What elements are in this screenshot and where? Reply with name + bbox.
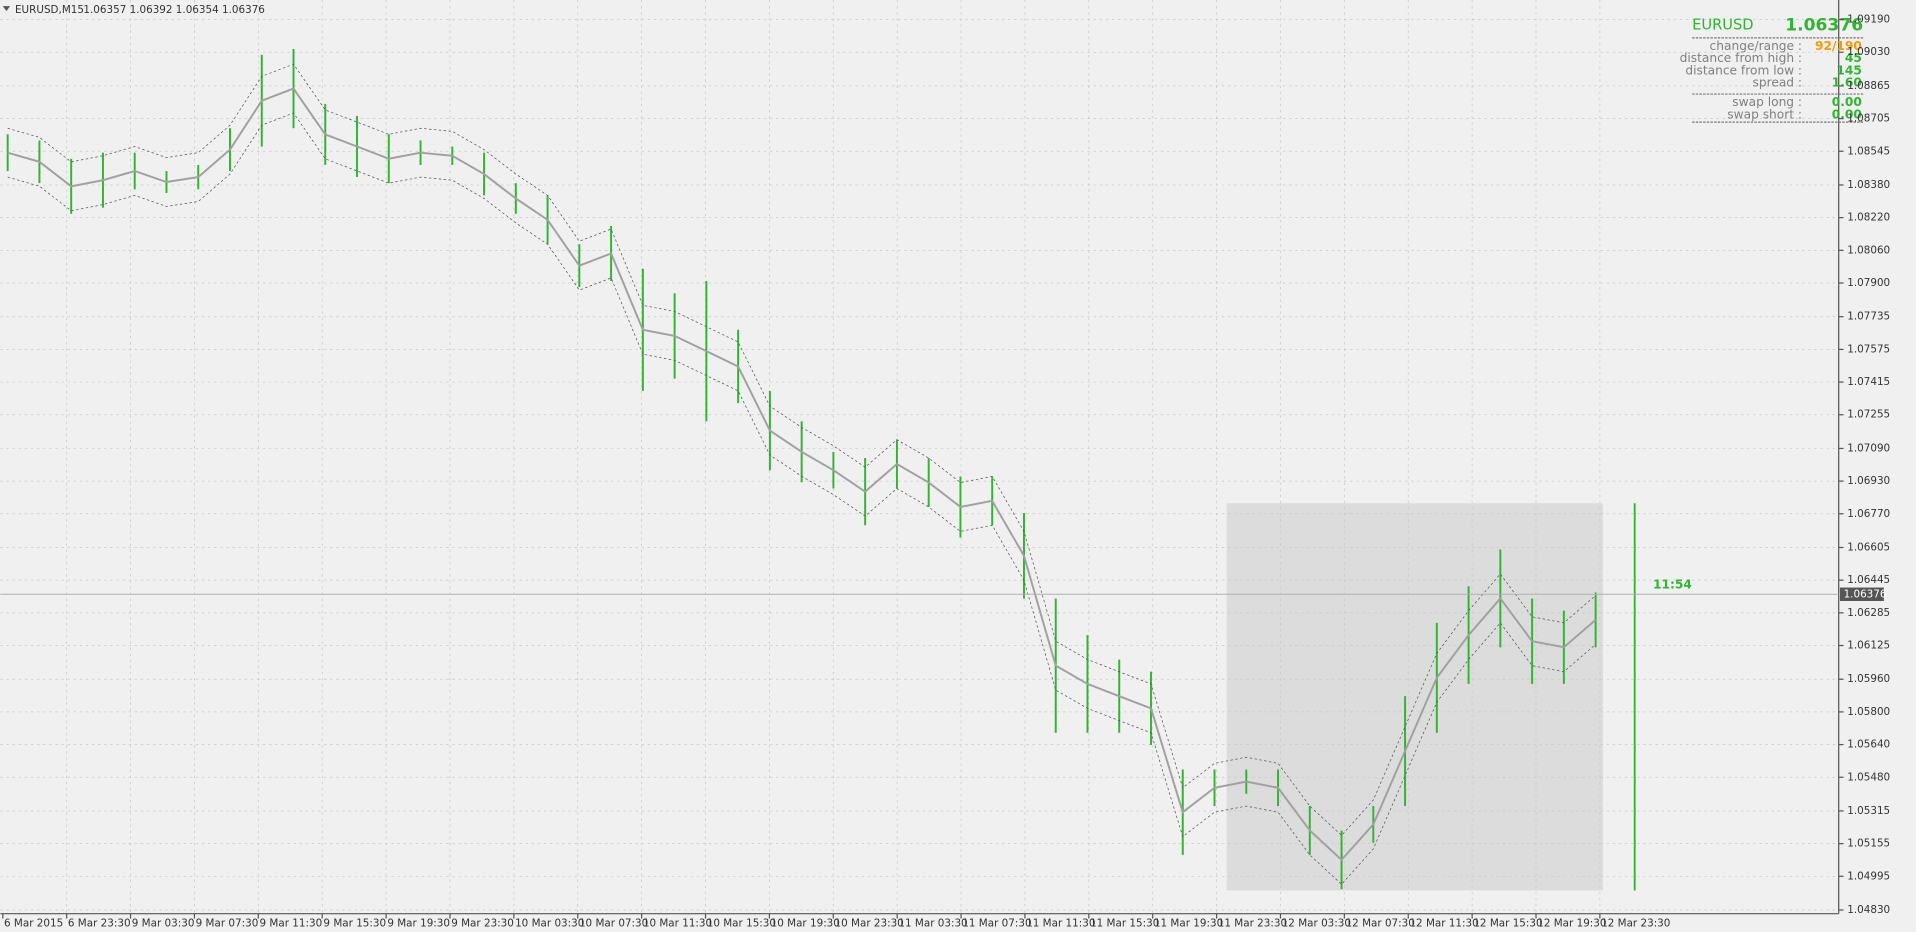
header-arrow bbox=[2, 6, 11, 11]
price-label: 1.06605 bbox=[1847, 541, 1890, 553]
time-label: 10 Mar 19:30 bbox=[771, 917, 840, 929]
price-label: 1.08865 bbox=[1847, 80, 1890, 92]
time-label: 12 Mar 03:30 bbox=[1282, 917, 1351, 929]
time-label: 6 Mar 2015 bbox=[4, 917, 63, 929]
time-label: 12 Mar 23:30 bbox=[1601, 917, 1670, 929]
envelope-lower bbox=[7, 112, 1596, 885]
price-label: 1.04830 bbox=[1847, 904, 1890, 916]
price-label: 1.06770 bbox=[1847, 508, 1890, 520]
time-label: 9 Mar 23:30 bbox=[451, 917, 514, 929]
panel-symbol: EURUSD bbox=[1692, 17, 1753, 34]
header-ohlc: 1.06357 1.06392 1.06354 1.06376 bbox=[83, 4, 265, 16]
header-symbol: EURUSD,M15 bbox=[15, 4, 84, 16]
time-label: 10 Mar 23:30 bbox=[835, 917, 904, 929]
price-label: 1.06285 bbox=[1847, 607, 1890, 619]
time-label: 9 Mar 15:30 bbox=[323, 917, 386, 929]
time-label: 9 Mar 07:30 bbox=[196, 917, 259, 929]
time-label: 10 Mar 15:30 bbox=[707, 917, 776, 929]
price-label: 1.05155 bbox=[1847, 838, 1890, 850]
info-panel: EURUSD 1.06376 change/range : 92/190 dista… bbox=[1680, 16, 1864, 123]
price-label: 1.07415 bbox=[1847, 376, 1890, 388]
time-label: 11 Mar 11:30 bbox=[1026, 917, 1095, 929]
panel-value: 0.00 bbox=[1832, 107, 1862, 121]
price-label: 1.05960 bbox=[1847, 673, 1890, 685]
time-label: 12 Mar 07:30 bbox=[1346, 917, 1415, 929]
panel-label: swap long : bbox=[1732, 95, 1802, 109]
panel-value: 145 bbox=[1836, 63, 1861, 77]
current-price-label: 1.06376 bbox=[1844, 588, 1887, 600]
price-label: 1.07900 bbox=[1847, 277, 1890, 289]
time-label: 11 Mar 23:30 bbox=[1218, 917, 1287, 929]
price-label: 1.06445 bbox=[1847, 574, 1890, 586]
session-box bbox=[1226, 503, 1603, 891]
panel-label: change/range : bbox=[1710, 39, 1803, 53]
time-label: 12 Mar 15:30 bbox=[1473, 917, 1542, 929]
moving-average bbox=[7, 87, 1597, 862]
price-label: 1.09190 bbox=[1847, 14, 1890, 26]
panel-label: distance from low : bbox=[1685, 63, 1802, 77]
price-label: 1.07090 bbox=[1847, 442, 1890, 454]
time-label: 11 Mar 15:30 bbox=[1090, 917, 1159, 929]
time-label: 9 Mar 03:30 bbox=[132, 917, 195, 929]
time-label: 10 Mar 07:30 bbox=[579, 917, 648, 929]
price-label: 1.05800 bbox=[1847, 706, 1890, 718]
bar-timer: 11:54 bbox=[1653, 578, 1692, 592]
time-label: 11 Mar 07:30 bbox=[962, 917, 1031, 929]
price-label: 1.07255 bbox=[1847, 409, 1890, 421]
time-label: 6 Mar 23:30 bbox=[68, 917, 131, 929]
price-label: 1.08545 bbox=[1847, 145, 1890, 157]
time-label: 12 Mar 11:30 bbox=[1409, 917, 1478, 929]
time-label: 10 Mar 03:30 bbox=[515, 917, 584, 929]
price-label: 1.07735 bbox=[1847, 311, 1890, 323]
time-label: 12 Mar 19:30 bbox=[1537, 917, 1606, 929]
time-label: 9 Mar 11:30 bbox=[260, 917, 323, 929]
price-label: 1.05315 bbox=[1847, 805, 1890, 817]
panel-value: 0.00 bbox=[1832, 95, 1862, 109]
panel-label: swap short : bbox=[1727, 107, 1802, 121]
time-label: 9 Mar 19:30 bbox=[387, 917, 450, 929]
envelope-upper bbox=[7, 63, 1596, 836]
price-label: 1.08220 bbox=[1847, 212, 1890, 224]
time-label: 11 Mar 03:30 bbox=[898, 917, 967, 929]
price-label: 1.09030 bbox=[1847, 46, 1890, 58]
panel-label: spread : bbox=[1752, 76, 1802, 90]
panel-price: 1.06376 bbox=[1785, 16, 1863, 36]
price-label: 1.08380 bbox=[1847, 179, 1890, 191]
price-label: 1.05480 bbox=[1847, 771, 1890, 783]
panel-label: distance from high : bbox=[1680, 51, 1802, 65]
panel-value: 92/190 bbox=[1815, 39, 1862, 53]
price-label: 1.08060 bbox=[1847, 244, 1890, 256]
panel-value: 45 bbox=[1845, 51, 1862, 65]
current-price-box bbox=[1839, 587, 1884, 601]
price-label: 1.07575 bbox=[1847, 343, 1890, 355]
price-label: 1.06125 bbox=[1847, 640, 1890, 652]
time-label: 10 Mar 11:30 bbox=[643, 917, 712, 929]
price-label: 1.08705 bbox=[1847, 113, 1890, 125]
price-label: 1.04995 bbox=[1847, 870, 1890, 882]
time-label: 11 Mar 19:30 bbox=[1154, 917, 1223, 929]
price-label: 1.05640 bbox=[1847, 739, 1890, 751]
price-label: 1.06930 bbox=[1847, 475, 1890, 487]
